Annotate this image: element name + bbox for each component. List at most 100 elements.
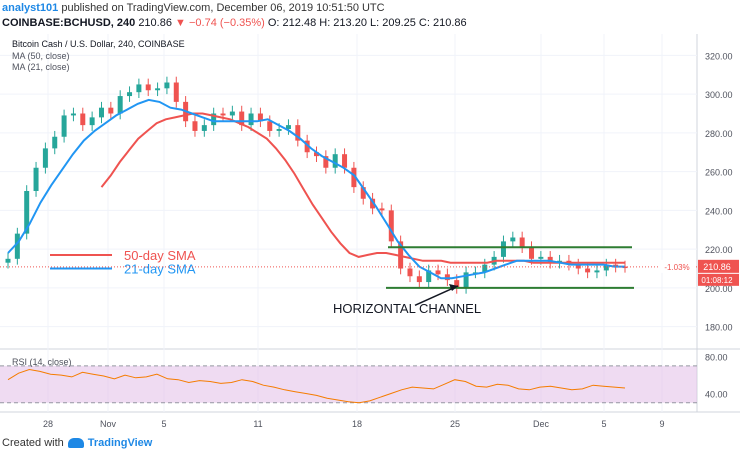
x-tick-label: 11: [253, 419, 262, 429]
rsi-label: RSI (14, close): [12, 357, 72, 367]
x-tick-label: 5: [601, 419, 606, 429]
candle-body: [603, 264, 609, 271]
candle-body: [342, 154, 348, 168]
candle-body: [388, 210, 394, 242]
y-tick-label: 280.00: [705, 129, 733, 139]
publish-info: published on TradingView.com, December 0…: [61, 2, 385, 14]
candle-body: [108, 107, 114, 114]
candle-body: [351, 167, 357, 188]
candle-body: [285, 125, 291, 129]
sma50-annotation: 50-day SMA: [124, 248, 196, 263]
channel-annotation: HORIZONTAL CHANNEL: [333, 301, 481, 316]
candle-body: [454, 280, 460, 288]
chart-title: Bitcoin Cash / U.S. Dollar, 240, COINBAS…: [12, 39, 185, 49]
price-change: ▼ −0.74 (−0.35%): [175, 17, 265, 29]
price-chart[interactable]: 180.00 200.00 220.00 240.00 260.00 280.00 300.…: [0, 34, 740, 436]
symbol-label: COINBASE:BCHUSD, 240: [2, 17, 136, 29]
y-tick-label: 260.00: [705, 168, 733, 178]
author-name[interactable]: analyst101: [2, 2, 59, 14]
y-tick-label: 180.00: [705, 323, 733, 333]
candle-body: [14, 233, 20, 259]
change-tag-bg: [659, 259, 695, 273]
last-price-tag: 210.86: [703, 262, 731, 272]
candle-body: [192, 121, 198, 131]
y-tick-label: 320.00: [705, 51, 733, 61]
candle-body: [117, 96, 123, 114]
channel-arrow-shaft: [414, 285, 459, 306]
candle-body: [229, 111, 235, 116]
candle-body: [211, 113, 217, 126]
candle-body: [585, 268, 591, 273]
last-price-tag-bg: [698, 259, 739, 273]
footer: Created with TradingView: [2, 437, 152, 449]
tradingview-brand[interactable]: TradingView: [87, 437, 153, 449]
candle-body: [426, 270, 432, 283]
candle-body: [407, 268, 413, 277]
rsi-band: [0, 365, 697, 403]
publish-line: analyst101 published on TradingView.com,…: [2, 2, 385, 14]
countdown-tag-bg: [698, 273, 739, 286]
ma21-line: [7, 98, 625, 280]
candle-body: [295, 125, 301, 141]
y-tick-label: 240.00: [705, 206, 733, 216]
candle-body: [510, 237, 516, 242]
candle-body: [575, 264, 581, 269]
candle-body: [201, 125, 207, 131]
created-with-label: Created with: [2, 437, 64, 449]
candle-body: [519, 237, 525, 248]
candle-body: [70, 113, 76, 116]
candle-body: [33, 167, 39, 191]
legend-entry: MA (21, close): [12, 62, 70, 72]
x-tick-label: 9: [659, 419, 664, 429]
candle-body: [547, 256, 553, 263]
candle-body: [24, 191, 30, 234]
candle-body: [61, 115, 67, 137]
candle-body: [220, 113, 226, 116]
candle-body: [482, 264, 488, 273]
candle-body: [370, 198, 376, 209]
x-tick-label: 25: [450, 419, 460, 429]
candle-body: [267, 121, 273, 131]
candle-body: [435, 270, 441, 275]
candle-body: [360, 187, 366, 199]
candle-body: [379, 208, 385, 211]
chart-header: analyst101 published on TradingView.com,…: [0, 0, 740, 34]
x-tick-label: Dec: [533, 419, 550, 429]
candle-body: [98, 107, 104, 118]
candle-body: [463, 272, 469, 288]
y-tick-label: 220.00: [705, 245, 733, 255]
x-tick-label: 5: [161, 419, 166, 429]
candle-body: [127, 92, 133, 97]
candle-body: [538, 256, 544, 259]
ohlc-values: O: 212.48 H: 213.20 L: 209.25 C: 210.86: [267, 17, 467, 29]
candle-body: [239, 111, 245, 126]
sma21-annotation: 21-day SMA: [124, 262, 196, 277]
candle-body: [332, 154, 338, 168]
candle-body: [398, 241, 404, 269]
candle-body: [42, 148, 48, 168]
candle-body: [52, 136, 58, 149]
x-tick-label: 18: [352, 419, 362, 429]
candle-body: [173, 82, 179, 102]
y-tick-label: 300.00: [705, 90, 733, 100]
tradingview-logo-icon: [67, 438, 84, 448]
candle-body: [500, 241, 506, 257]
rsi-line: [7, 368, 626, 404]
candle-body: [613, 264, 619, 267]
candle-body: [89, 117, 95, 126]
candle-body: [304, 140, 310, 153]
countdown-tag: 01:08:12: [701, 276, 733, 285]
candle-body: [323, 156, 329, 168]
x-tick-label: Nov: [100, 419, 117, 429]
rsi-tick-label: 80.00: [705, 353, 728, 363]
candle-body: [314, 152, 319, 157]
candle-body: [257, 113, 263, 122]
candle-body: [136, 84, 142, 93]
candle-body: [164, 82, 170, 89]
y-tick-label: 200.00: [705, 284, 733, 294]
legend-entry: MA (50, close): [12, 51, 70, 61]
last-price: 210.86: [138, 17, 172, 29]
candle-body: [80, 113, 86, 126]
candle-body: [529, 247, 535, 259]
candle-body: [155, 88, 161, 91]
